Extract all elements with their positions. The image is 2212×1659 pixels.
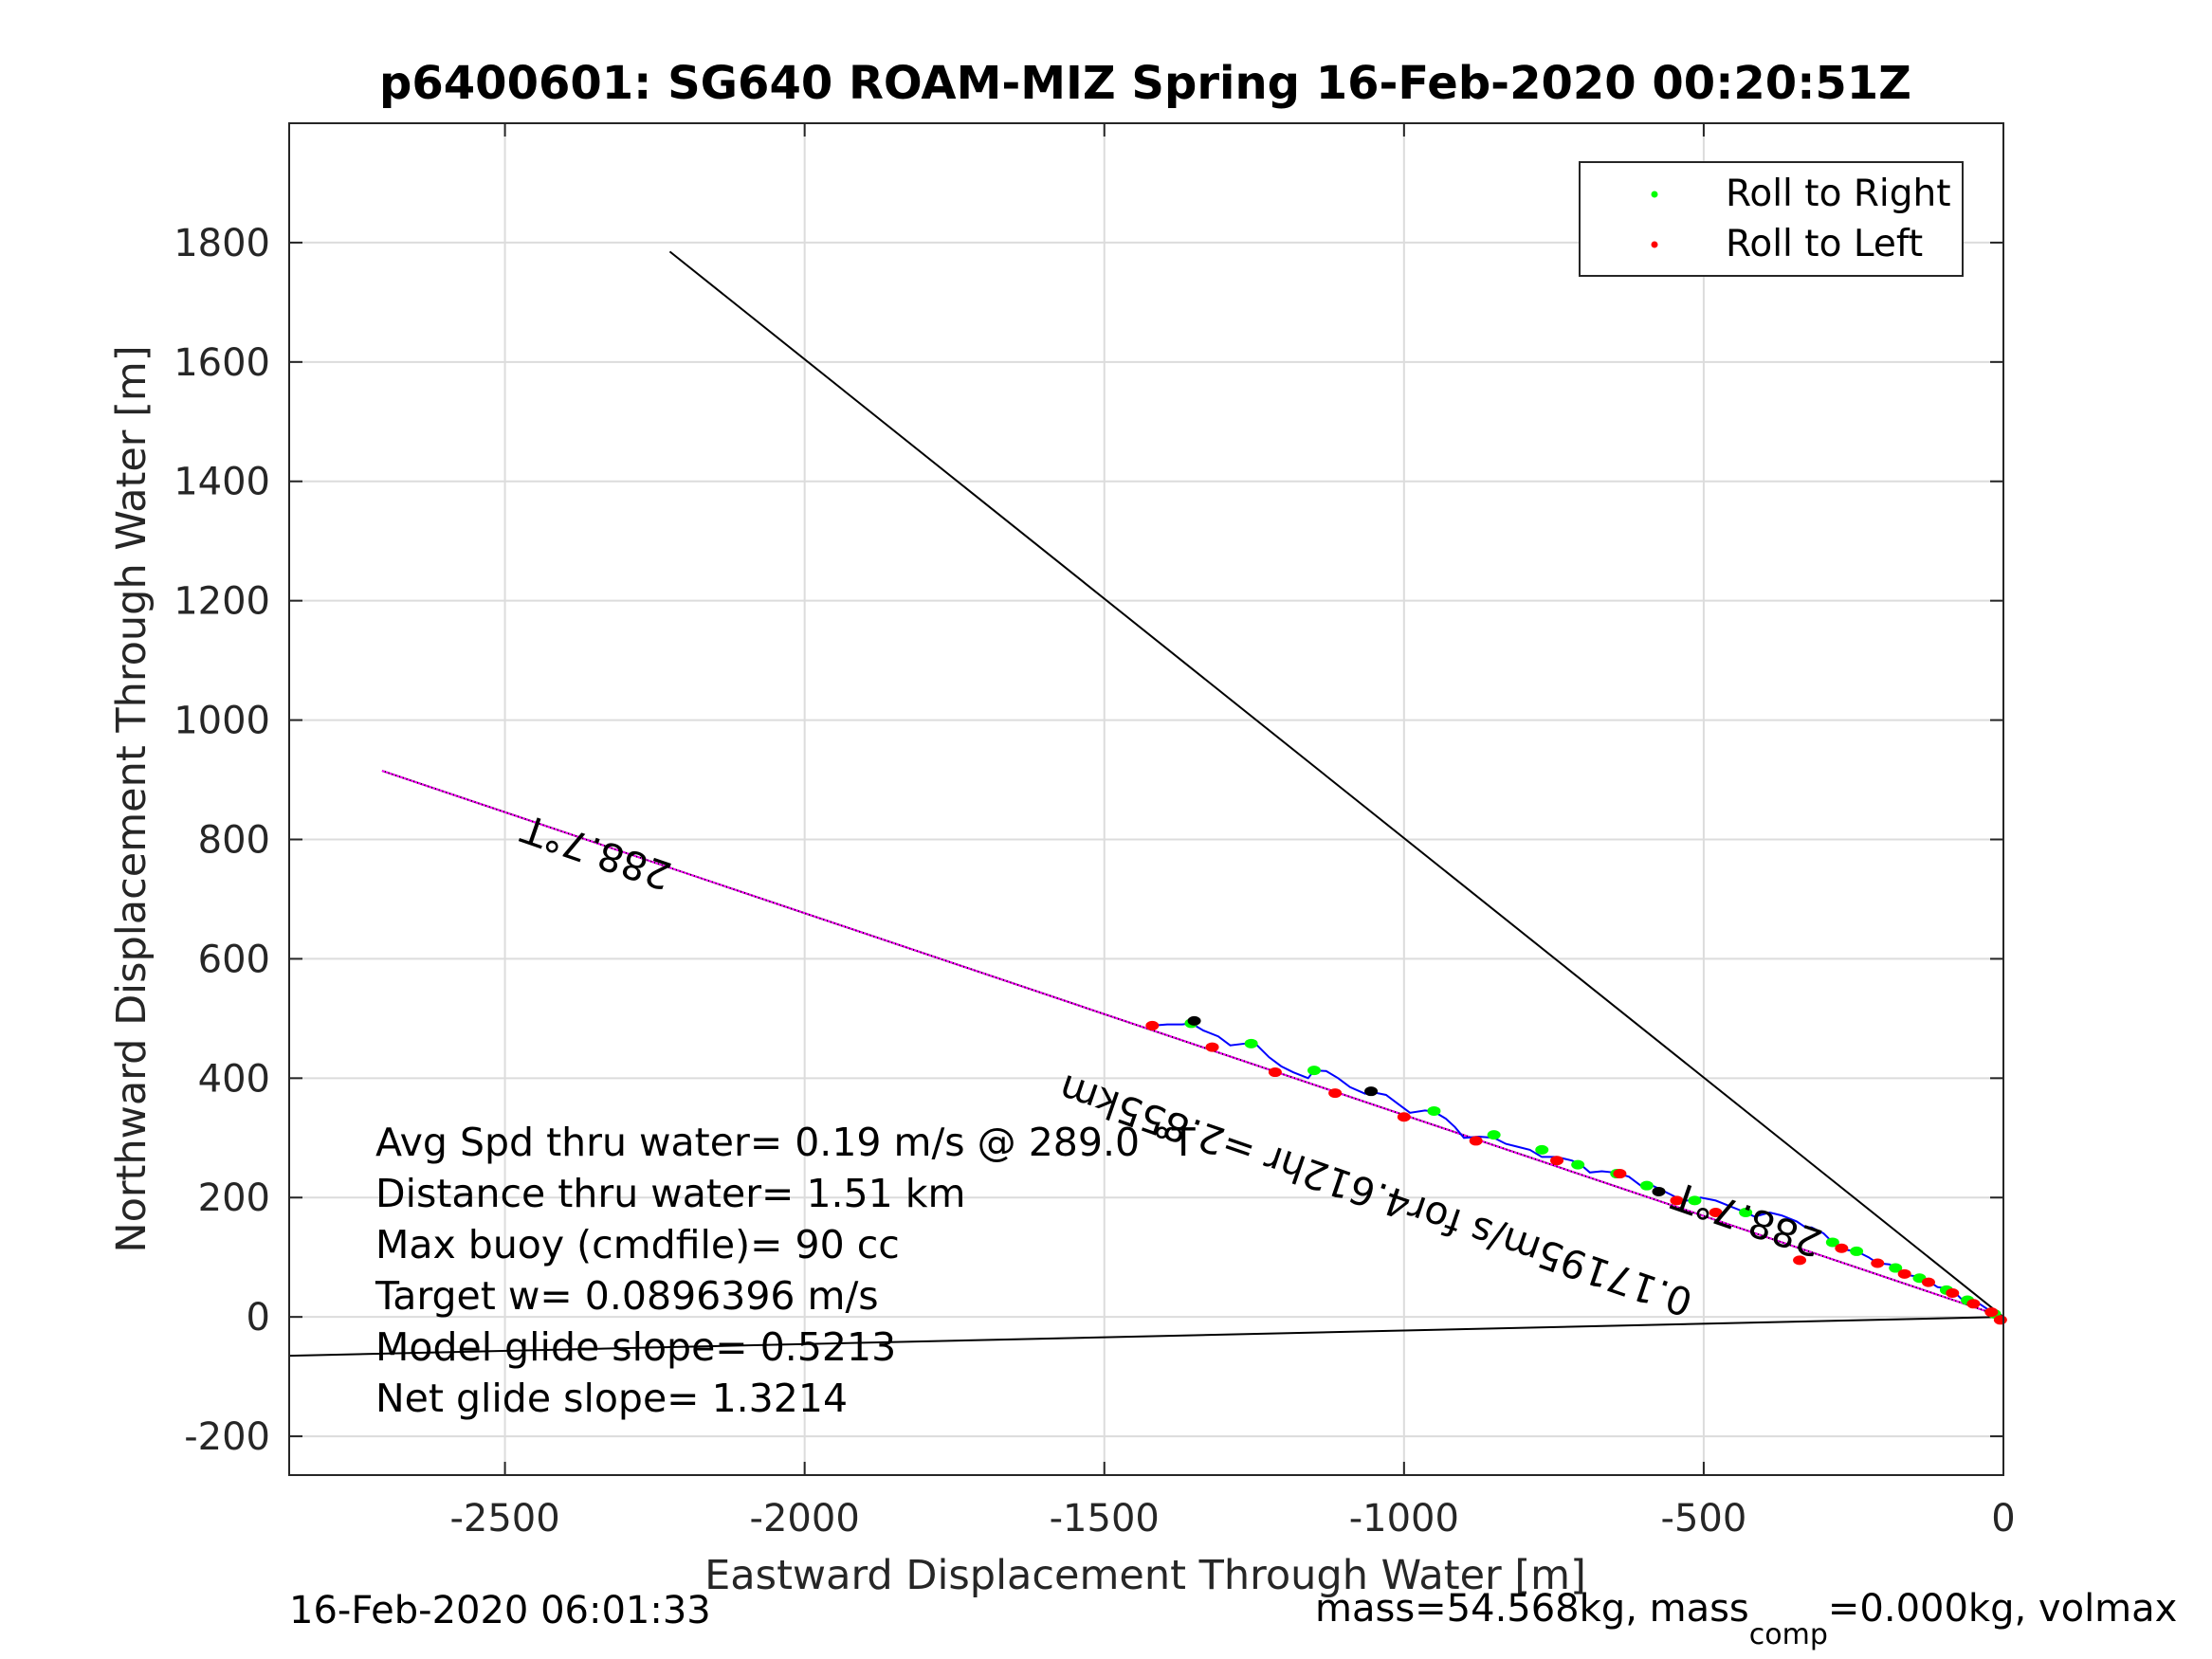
x-tick-label: 0 xyxy=(1991,1497,2015,1540)
dive-marker-point xyxy=(1187,1015,1201,1026)
roll-left-point xyxy=(1709,1207,1723,1217)
roll-left-point xyxy=(1670,1195,1684,1206)
y-tick-label: 1800 xyxy=(174,222,270,265)
legend: Roll to Right Roll to Left xyxy=(1579,161,1964,277)
legend-label-roll-left: Roll to Left xyxy=(1726,223,1923,265)
roll-right-point xyxy=(1825,1237,1839,1248)
stat-line: Model glide slope= 0.5213 xyxy=(375,1324,896,1370)
footer-mass-tail: =0.000kg, volmax xyxy=(1828,1587,2177,1631)
y-tick-label: 1400 xyxy=(174,461,270,504)
line-layer xyxy=(288,250,2004,1358)
dive-marker-point xyxy=(1652,1186,1666,1196)
stat-line: Net glide slope= 1.3214 xyxy=(375,1376,848,1421)
tick-layer: -2500 -2000 -1500 -1000 -500 0-20002004006008… xyxy=(174,123,2016,1540)
footer-mass: mass=54.568kg, masscomp=0.000kg, volmax xyxy=(1315,1587,2177,1651)
dive-marker-point xyxy=(1364,1086,1379,1097)
roll-right-point xyxy=(1535,1144,1549,1155)
roll-right-point xyxy=(1850,1246,1864,1256)
plot-frame xyxy=(288,122,2004,1476)
roll-right-point xyxy=(1427,1105,1441,1116)
y-tick-label: 0 xyxy=(247,1296,270,1340)
legend-marker-roll-right xyxy=(1651,191,1658,198)
x-tick-label: -1500 xyxy=(1050,1497,1160,1540)
footer-mass-sub: comp xyxy=(1749,1618,1828,1651)
roll-left-point xyxy=(1550,1156,1564,1166)
roll-left-point xyxy=(1921,1277,1935,1287)
roll-left-point xyxy=(1835,1243,1849,1253)
stat-line: Distance thru water= 1.51 km xyxy=(375,1171,965,1216)
roll-right-point xyxy=(1688,1195,1702,1206)
chart-title: p6400601: SG640 ROAM-MIZ Spring 16-Feb-2… xyxy=(379,57,1911,110)
roll-right-point xyxy=(1889,1263,1903,1273)
x-axis-label: Eastward Displacement Through Water [m] xyxy=(704,1552,1586,1599)
track-heading xyxy=(381,770,2004,1319)
y-tick-label: 200 xyxy=(198,1176,270,1220)
legend-box xyxy=(1579,161,1964,277)
roll-right-point xyxy=(1571,1159,1585,1170)
x-tick-label: -500 xyxy=(1661,1497,1747,1540)
roll-left-point xyxy=(1966,1299,1981,1309)
roll-left-point xyxy=(1613,1169,1627,1179)
roll-left-point xyxy=(1328,1088,1343,1099)
roll-left-point xyxy=(1145,1020,1160,1030)
roll-left-point xyxy=(1871,1258,1885,1268)
grid-lines xyxy=(289,123,2004,1475)
roll-left-point xyxy=(1897,1268,1911,1279)
x-tick-label: -1000 xyxy=(1349,1497,1459,1540)
roll-right-point xyxy=(1487,1130,1501,1140)
y-tick-label: 800 xyxy=(198,818,270,862)
y-tick-label: 1000 xyxy=(174,700,270,743)
stat-line: Avg Spd thru water= 0.19 m/s @ 289.0 °T xyxy=(375,1120,1197,1165)
roll-left-point xyxy=(1793,1255,1807,1266)
roll-left-point xyxy=(1268,1067,1282,1078)
legend-label-roll-right: Roll to Right xyxy=(1726,173,1951,215)
y-tick-label: 600 xyxy=(198,938,270,981)
roll-right-point xyxy=(1739,1207,1753,1217)
stat-line: Max buoy (cmdfile)= 90 cc xyxy=(375,1222,900,1267)
footer-date: 16-Feb-2020 06:01:33 xyxy=(289,1589,711,1632)
marker-layer xyxy=(1145,1015,2007,1325)
heading-line-upper xyxy=(668,250,2004,1318)
roll-left-point xyxy=(1469,1136,1483,1146)
legend-marker-roll-left xyxy=(1651,241,1658,248)
roll-right-point xyxy=(1307,1066,1322,1076)
roll-left-point xyxy=(1205,1042,1219,1052)
y-tick-label: 400 xyxy=(198,1057,270,1101)
y-tick-label: 1200 xyxy=(174,580,270,624)
y-tick-label: -200 xyxy=(184,1415,270,1459)
stat-line: Target w= 0.0896396 m/s xyxy=(375,1273,879,1319)
y-axis-label: Northward Displacement Through Water [m] xyxy=(108,345,155,1252)
roll-left-point xyxy=(1984,1307,1999,1318)
roll-left-point xyxy=(1946,1287,1960,1298)
roll-right-point xyxy=(1639,1180,1654,1191)
roll-left-point xyxy=(1397,1112,1411,1122)
footer-mass-text: mass=54.568kg, mass xyxy=(1315,1587,1749,1631)
roll-left-point xyxy=(1993,1315,2007,1325)
heading-line-lower xyxy=(288,1316,2004,1358)
roll-right-point xyxy=(1244,1038,1258,1048)
x-tick-label: -2500 xyxy=(449,1497,559,1540)
y-tick-label: 1600 xyxy=(174,341,270,385)
stats-text-block: Avg Spd thru water= 0.19 m/s @ 289.0 °T D… xyxy=(375,1120,1197,1421)
x-tick-label: -2000 xyxy=(750,1497,860,1540)
